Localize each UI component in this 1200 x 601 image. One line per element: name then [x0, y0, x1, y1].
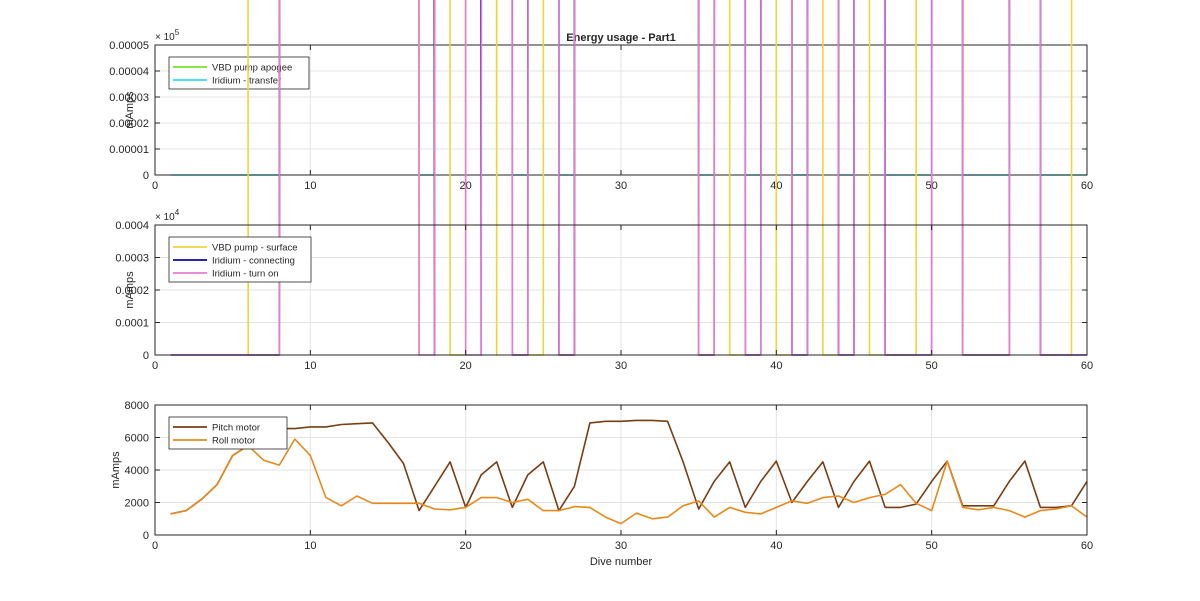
legend: Pitch motor Roll motor	[168, 416, 288, 450]
legend: VBD pump - surface Iridium - connecting Ir…	[168, 236, 312, 283]
subplot-2: 0 10 20 30 40 50 60 0 0.0001 0.0002 0.0003 0.0004 × …	[115, 0, 1093, 372]
x-tick-label: 60	[1081, 360, 1093, 372]
y-tick-label: 0	[143, 170, 149, 182]
y-tick-label: 0.0003	[115, 253, 149, 265]
x-tick-label: 10	[304, 360, 316, 372]
legend-entry: Pitch motor	[212, 423, 260, 434]
legend-entry: Iridium - connecting	[212, 256, 295, 267]
y-tick-label: 0.00004	[109, 66, 149, 78]
legend-entry: Iridium - transfer	[212, 76, 281, 87]
legend-entry: Iridium - turn on	[212, 269, 279, 280]
x-tick-label: 0	[152, 540, 158, 552]
y-exponent-label: × 104	[155, 208, 180, 223]
x-tick-label: 40	[770, 540, 782, 552]
series-line-roll-motor	[170, 438, 1088, 525]
series-line-iridium-turn-on	[170, 0, 1087, 356]
y-tick-label: 0	[143, 530, 149, 542]
x-tick-label: 40	[770, 360, 782, 372]
legend-entry: VBD pump - surface	[212, 243, 298, 254]
y-tick-label: 0.0004	[115, 220, 149, 232]
legend-box	[168, 56, 310, 90]
y-tick-label: 0.00005	[109, 40, 149, 52]
y-tick-label: 0.00002	[109, 118, 149, 130]
x-axis-label: Dive number	[590, 556, 653, 568]
y-tick-label: 4000	[125, 465, 149, 477]
series-line-iridium-connecting	[170, 0, 1087, 356]
x-tick-label: 30	[615, 540, 627, 552]
chart-title: Energy usage - Part1	[566, 32, 675, 44]
x-tick-label: 30	[615, 180, 627, 192]
series-line-vbd-pump-surface	[247, 0, 1073, 356]
y-tick-label: 0.00001	[109, 144, 149, 156]
legend: VBD pump apogee Iridium - transfer	[168, 56, 310, 90]
x-tick-label: 10	[304, 180, 316, 192]
x-tick-label: 60	[1081, 180, 1093, 192]
legend-entry: Roll motor	[212, 436, 255, 447]
legend-entry: VBD pump apogee	[212, 63, 292, 74]
series-line-pitch-motor	[170, 419, 1088, 515]
subplot-1: 0 10 20 30 40 50 6000.000010.000020.000030.000…	[109, 0, 1093, 192]
x-tick-label: 0	[152, 180, 158, 192]
y-tick-label: 0.0001	[115, 318, 149, 330]
y-tick-label: 0.0002	[115, 285, 149, 297]
y-axis-label: mAmps	[124, 91, 136, 129]
y-tick-label: 0	[143, 350, 149, 362]
x-tick-label: 20	[460, 360, 472, 372]
y-tick-label: 6000	[125, 433, 149, 445]
x-tick-label: 30	[615, 360, 627, 372]
x-tick-label: 20	[460, 540, 472, 552]
y-tick-label: 2000	[125, 498, 149, 510]
x-tick-label: 10	[304, 540, 316, 552]
x-tick-label: 0	[152, 360, 158, 372]
x-tick-label: 50	[926, 540, 938, 552]
y-tick-label: 8000	[125, 400, 149, 412]
y-tick-label: 0.00003	[109, 92, 149, 104]
y-axis-label: mAmps	[124, 271, 136, 309]
x-tick-label: 60	[1081, 540, 1093, 552]
legend-box	[168, 416, 288, 450]
subplot-3: 0 10 20 30 40 50 60 0 2000 4000 6000 8000 mAmps Dive …	[110, 400, 1093, 568]
y-exponent-label: × 105	[155, 28, 180, 43]
y-axis-label: mAmps	[110, 451, 122, 489]
x-tick-label: 50	[926, 360, 938, 372]
